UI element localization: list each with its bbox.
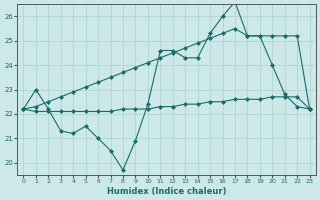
- X-axis label: Humidex (Indice chaleur): Humidex (Indice chaleur): [107, 187, 226, 196]
